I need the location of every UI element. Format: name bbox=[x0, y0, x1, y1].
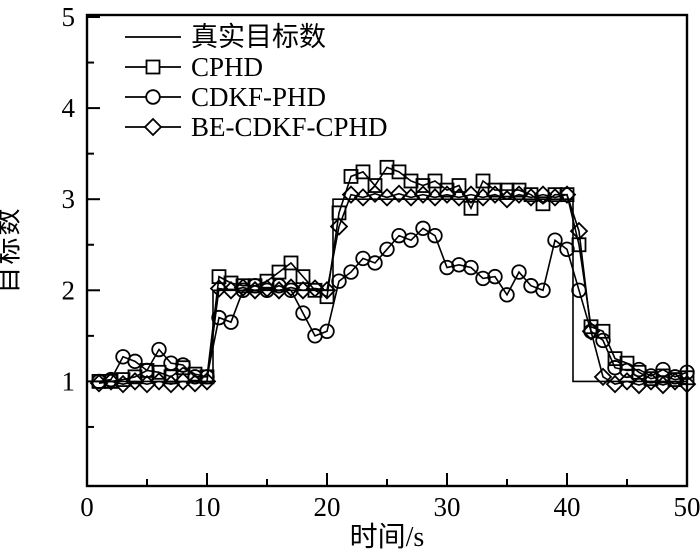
x-axis-ticks bbox=[86, 473, 688, 486]
x-tick-label: 0 bbox=[80, 492, 94, 522]
legend-item-be-cdkf-cphd: BE-CDKF-CPHD bbox=[124, 112, 388, 142]
x-axis-title: 时间/s bbox=[349, 522, 425, 553]
legend-label: CDKF-PHD bbox=[191, 82, 327, 112]
x-tick-label: 40 bbox=[554, 492, 581, 522]
y-axis-title: 目标数 bbox=[0, 206, 24, 294]
legend-label: 真实目标数 bbox=[191, 22, 326, 52]
x-tick-labels: 0 10 20 30 40 50 bbox=[80, 492, 700, 522]
square-marker-line-icon bbox=[125, 59, 181, 75]
legend: 真实目标数 CPHD CDKF-PHD BE-CDKF-CPHD bbox=[124, 22, 388, 142]
series-cdkf-phd bbox=[91, 220, 695, 390]
y-tick-label: 1 bbox=[62, 366, 76, 396]
y-tick-label: 5 bbox=[62, 2, 76, 32]
y-axis-ticks bbox=[87, 16, 100, 428]
x-tick-label: 30 bbox=[434, 492, 461, 522]
legend-label: BE-CDKF-CPHD bbox=[191, 112, 388, 142]
legend-item-cphd: CPHD bbox=[124, 52, 388, 82]
circle-marker-line-icon bbox=[125, 89, 181, 105]
x-tick-label: 20 bbox=[314, 492, 341, 522]
x-tick-label: 50 bbox=[674, 492, 700, 522]
legend-item-true-count: 真实目标数 bbox=[124, 22, 388, 52]
y-tick-label: 2 bbox=[62, 275, 76, 305]
y-tick-labels: 1 2 3 4 5 bbox=[62, 2, 76, 396]
y-tick-label: 4 bbox=[62, 93, 76, 123]
x-tick-label: 10 bbox=[194, 492, 221, 522]
series-be-cdkf-cphd bbox=[89, 184, 697, 395]
solid-line-icon bbox=[125, 36, 181, 38]
legend-label: CPHD bbox=[191, 52, 264, 82]
legend-item-cdkf-phd: CDKF-PHD bbox=[124, 82, 388, 112]
y-tick-label: 3 bbox=[62, 184, 76, 214]
series-true-count bbox=[99, 198, 687, 383]
diamond-marker-line-icon bbox=[125, 117, 181, 137]
